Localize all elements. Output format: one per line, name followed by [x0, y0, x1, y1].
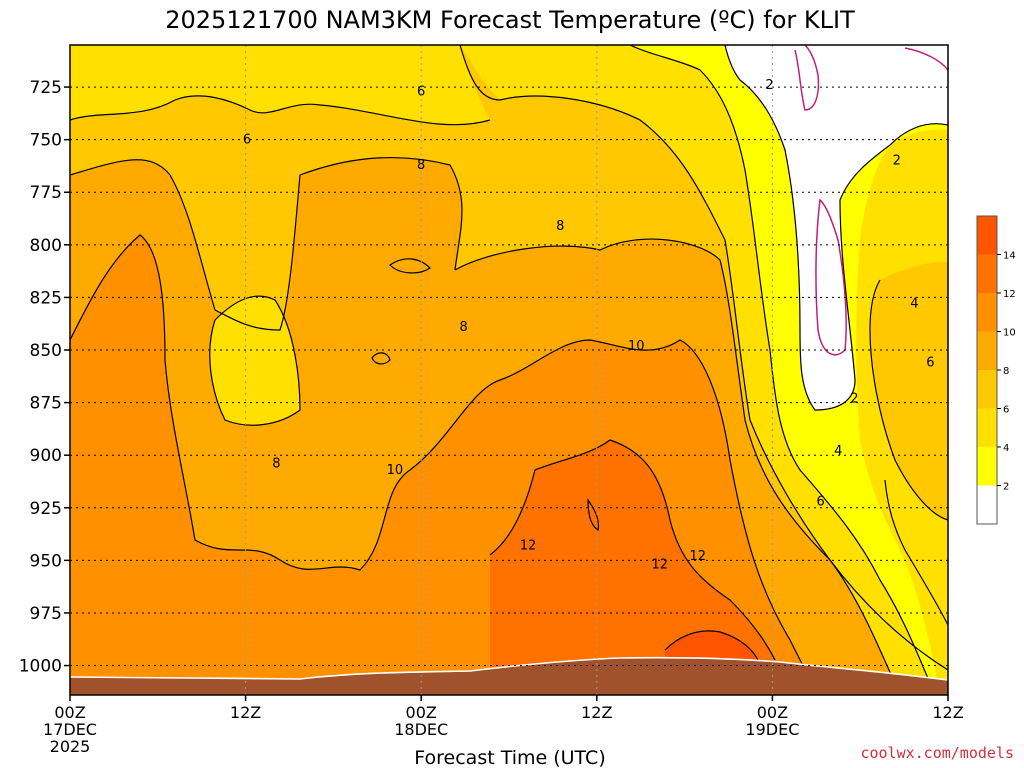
colorbar-swatch	[977, 485, 997, 524]
contour-line	[70, 157, 463, 331]
colorbar-label: 4	[1003, 443, 1009, 454]
colorbar-label: 10	[1003, 328, 1016, 339]
x-tick-label: 17DEC	[43, 720, 97, 739]
colorbar-label: 2	[1003, 482, 1009, 493]
contour-label: 6	[817, 494, 825, 509]
colorbar: 2 4 6 8 10 12 14	[976, 215, 1016, 525]
terrain-edge	[70, 656, 948, 681]
contour-label: 8	[417, 158, 425, 173]
y-tick-label: 950	[30, 551, 62, 571]
contour-line	[70, 95, 491, 126]
y-tick-label: 725	[30, 78, 62, 98]
y-tick-label: 875	[30, 394, 62, 414]
colorbar-swatch	[977, 293, 997, 332]
contour-label: 6	[417, 84, 425, 99]
axes: 725 750 775 800 825 850 875 900 925 950 975 1000 00Z…	[19, 78, 964, 756]
x-tick-label: 19DEC	[745, 720, 799, 739]
contour-label: 8	[459, 320, 467, 335]
colorbar-swatch	[977, 408, 997, 447]
contour-label: 12	[520, 539, 537, 554]
colorbar-label: 14	[1003, 251, 1016, 262]
x-tick-label: 00Z	[757, 703, 788, 722]
y-tick-label: 750	[30, 131, 62, 151]
colorbar-swatch	[977, 216, 997, 255]
x-tick-label: 12Z	[230, 703, 261, 722]
contour-line	[869, 279, 948, 521]
contour-label: 6	[243, 133, 251, 148]
y-tick-label: 800	[30, 236, 62, 256]
contour-label: 2	[850, 391, 858, 406]
temp-band-below-2	[725, 45, 948, 410]
contour-line	[489, 439, 776, 661]
y-tick-label: 1000	[19, 657, 62, 677]
colorbar-label: 12	[1003, 289, 1016, 300]
contour-label: 8	[556, 219, 564, 234]
colorbar-swatch	[977, 331, 997, 370]
contour-label: 4	[834, 444, 842, 459]
contour-label: 8	[272, 457, 280, 472]
y-tick-label: 900	[30, 446, 62, 466]
y-tick-label: 825	[30, 288, 62, 308]
plot-frame	[69, 44, 949, 696]
colorbar-swatch	[977, 254, 997, 293]
chart-title: 2025121700 NAM3KM Forecast Temperature (…	[165, 6, 855, 34]
x-tick-label: 00Z	[54, 703, 85, 722]
y-tick-label: 975	[30, 604, 62, 624]
contour-line	[724, 45, 948, 411]
contour-label: 12	[689, 549, 706, 564]
contour-line	[209, 295, 301, 426]
contour-line	[664, 630, 761, 666]
contour-line	[587, 498, 600, 531]
contour-lines	[70, 45, 948, 695]
temp-band-4-6-pocket-2	[70, 45, 490, 125]
contour-line	[459, 45, 901, 695]
credit-text: coolwx.com/models	[860, 744, 1014, 762]
x-tick-label: 12Z	[932, 703, 963, 722]
contour-label: 2	[893, 154, 901, 169]
colorbar-swatch	[977, 370, 997, 409]
contour-label: 4	[910, 297, 918, 312]
contour-line	[884, 479, 948, 626]
contour-label: 2	[765, 78, 773, 93]
colorbar-label: 8	[1003, 366, 1009, 377]
contour-line-0c	[794, 45, 820, 111]
grid-lines	[70, 45, 948, 695]
contour-label: 12	[651, 558, 668, 573]
terrain-ground	[70, 657, 948, 695]
temp-band-4-6-pocket-1	[209, 296, 300, 426]
contour-line	[454, 238, 948, 671]
x-tick-label: 00Z	[406, 703, 437, 722]
contour-labels: 6 2 6 2 8 8 4 8 10 6 2 4 8 10 6 12 12 12	[243, 78, 935, 573]
colorbar-swatch	[977, 447, 997, 486]
colorbar-label: 6	[1003, 405, 1009, 416]
contour-line	[629, 45, 936, 695]
contour-line	[389, 258, 431, 274]
x-tick-label: 18DEC	[394, 720, 448, 739]
y-tick-label: 925	[30, 499, 62, 519]
contour-line-0c	[904, 47, 948, 71]
plot-area: 6 2 6 2 8 8 4 8 10 6 2 4 8 10 6 12 12 12	[70, 45, 948, 695]
contour-label: 10	[387, 463, 404, 478]
contour-line	[70, 234, 821, 695]
x-axis-label: Forecast Time (UTC)	[414, 747, 605, 768]
y-tick-label: 775	[30, 183, 62, 203]
x-tick-label: 2025	[50, 737, 91, 756]
y-tick-label: 850	[30, 341, 62, 361]
contour-label: 6	[926, 356, 934, 371]
x-tick-label: 12Z	[581, 703, 612, 722]
contour-label: 10	[628, 339, 645, 354]
contour-line	[371, 352, 391, 365]
